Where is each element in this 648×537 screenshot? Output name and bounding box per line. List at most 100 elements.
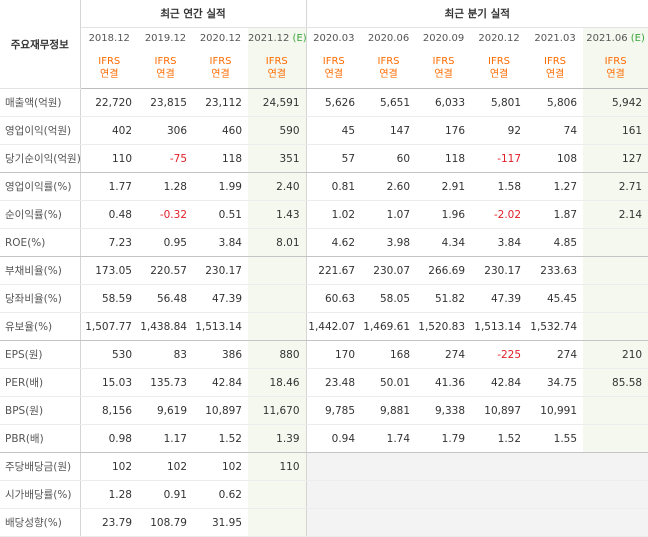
data-row: 배당성향(%) 23.79 108.79 31.95 xyxy=(0,508,648,537)
basis-header: IFRS 연결 xyxy=(361,48,417,89)
cell: 2.91 xyxy=(416,172,472,201)
standard: IFRS xyxy=(604,56,627,67)
row-label: 시가배당률(%) xyxy=(0,480,81,509)
standard: IFRS xyxy=(322,56,345,67)
cell: 42.84 xyxy=(193,368,248,397)
cell: 9,785 xyxy=(305,396,362,425)
cell: 1,513.14 xyxy=(193,312,248,341)
cell xyxy=(583,480,648,509)
cell xyxy=(583,284,648,313)
basis: 연결 xyxy=(434,69,453,80)
cell: 15.03 xyxy=(80,368,138,397)
cell: 530 xyxy=(80,340,138,369)
period: 2021.03 xyxy=(534,32,576,44)
basis-header: IFRS 연결 xyxy=(305,48,362,89)
cell xyxy=(583,256,648,285)
period-header: 2021.06 (E) xyxy=(583,27,648,48)
basis-header: IFRS 연결 xyxy=(583,48,648,89)
basis: 연결 xyxy=(211,69,230,80)
cell: 7.23 xyxy=(80,228,138,257)
cell: 60.63 xyxy=(305,284,362,313)
cell: 22,720 xyxy=(80,88,138,117)
period-header: 2018.12 xyxy=(80,28,138,49)
cell: 306 xyxy=(138,116,193,145)
cell: 58.05 xyxy=(361,284,417,313)
period-header: 2021.12 (E) xyxy=(248,27,307,48)
cell: -117 xyxy=(471,144,528,173)
row-label: PER(배) xyxy=(0,368,81,397)
cell: 47.39 xyxy=(193,284,248,313)
cell: 1.27 xyxy=(527,172,584,201)
cell: 1.02 xyxy=(305,200,362,229)
cell: 1,513.14 xyxy=(471,312,528,341)
cell: 0.94 xyxy=(305,424,362,453)
cell: 9,881 xyxy=(361,396,417,425)
cell: 108 xyxy=(527,144,584,173)
cell: 23,815 xyxy=(138,88,193,117)
data-row: EPS(원) 530 83 386 880 170 168 274 -225 274 210 xyxy=(0,340,648,369)
cell xyxy=(305,452,362,481)
cell: 1.07 xyxy=(361,200,417,229)
cell: 6,033 xyxy=(416,88,472,117)
cell: 45.45 xyxy=(527,284,584,313)
cell: 5,651 xyxy=(361,88,417,117)
cell xyxy=(583,396,648,425)
cell: 50.01 xyxy=(361,368,417,397)
row-label: PBR(배) xyxy=(0,424,81,453)
basis: 연결 xyxy=(156,69,175,80)
data-row: 시가배당률(%) 1.28 0.91 0.62 xyxy=(0,480,648,509)
cell: 0.91 xyxy=(138,480,193,509)
cell: 230.17 xyxy=(471,256,528,285)
cell: 351 xyxy=(248,144,307,173)
quarterly-header: 최근 분기 실적 xyxy=(305,0,648,28)
row-label: BPS(원) xyxy=(0,396,81,425)
basis-header: IFRS 연결 xyxy=(248,48,307,89)
row-label: EPS(원) xyxy=(0,340,81,369)
cell: 127 xyxy=(583,144,648,173)
standard: IFRS xyxy=(209,56,232,67)
cell: 1,532.74 xyxy=(527,312,584,341)
cell xyxy=(248,284,307,313)
cell: 0.62 xyxy=(193,480,248,509)
cell: 5,942 xyxy=(583,88,648,117)
basis-header: IFRS 연결 xyxy=(80,48,138,89)
row-label: 주당배당금(원) xyxy=(0,452,81,481)
cell: 1.74 xyxy=(361,424,417,453)
cell: -2.02 xyxy=(471,200,528,229)
cell: 83 xyxy=(138,340,193,369)
cell: 230.07 xyxy=(361,256,417,285)
basis-header: IFRS 연결 xyxy=(138,48,193,89)
cell: 34.75 xyxy=(527,368,584,397)
cell: 102 xyxy=(193,452,248,481)
cell: 2.40 xyxy=(248,172,307,201)
cell: 1.43 xyxy=(248,200,307,229)
cell: 118 xyxy=(193,144,248,173)
row-label: 당좌비율(%) xyxy=(0,284,81,313)
cell: 51.82 xyxy=(416,284,472,313)
cell xyxy=(527,480,584,509)
cell xyxy=(361,480,417,509)
standard: IFRS xyxy=(154,56,177,67)
cell: 1.28 xyxy=(138,172,193,201)
cell xyxy=(583,228,648,257)
period: 2020.03 xyxy=(313,32,355,44)
data-row: 부채비율(%) 173.05 220.57 230.17 221.67 230.07 266… xyxy=(0,256,648,285)
cell: 1.55 xyxy=(527,424,584,453)
cell: 1,469.61 xyxy=(361,312,417,341)
annual-header: 최근 연간 실적 xyxy=(80,0,307,28)
cell: 1.39 xyxy=(248,424,307,453)
cell: 1.77 xyxy=(80,172,138,201)
cell xyxy=(583,424,648,453)
cell: 18.46 xyxy=(248,368,307,397)
cell: 173.05 xyxy=(80,256,138,285)
cell: 266.69 xyxy=(416,256,472,285)
cell: 10,897 xyxy=(193,396,248,425)
cell: 1.79 xyxy=(416,424,472,453)
cell: 2.71 xyxy=(583,172,648,201)
period-header: 2020.06 xyxy=(361,28,416,49)
standard: IFRS xyxy=(98,56,121,67)
cell: 590 xyxy=(248,116,307,145)
cell: 1,507.77 xyxy=(80,312,138,341)
cell: 3.98 xyxy=(361,228,417,257)
